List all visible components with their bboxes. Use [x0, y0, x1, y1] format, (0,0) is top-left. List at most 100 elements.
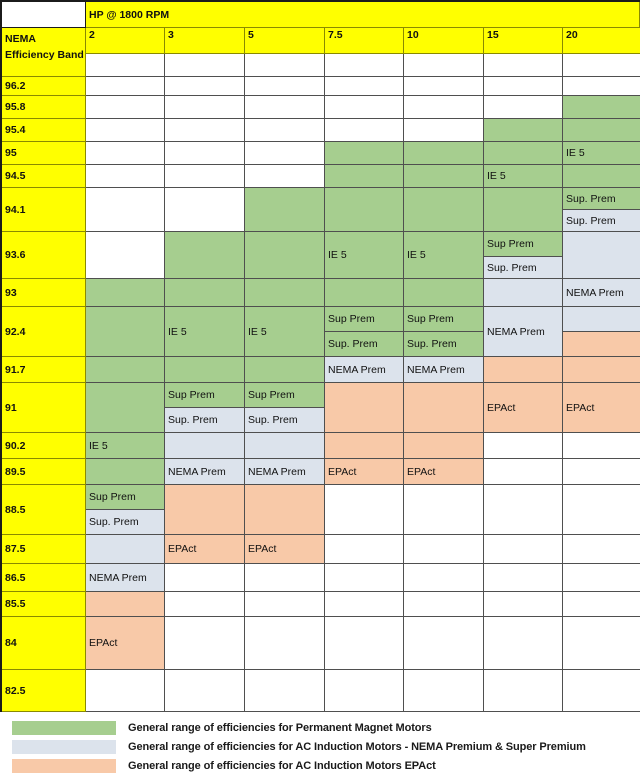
band-cell-green-ie-5[interactable]: IE 5: [165, 307, 245, 357]
band-cell-green-sup-prem[interactable]: Sup Prem: [325, 307, 404, 332]
band-cell-green[interactable]: [484, 119, 563, 142]
band-cell-green[interactable]: [404, 142, 484, 165]
band-cell-orange-epact[interactable]: EPAct: [165, 535, 245, 564]
band-cell-blue-sup-prem[interactable]: Sup. Prem: [165, 408, 245, 433]
row-header-84[interactable]: 84: [2, 617, 86, 670]
band-cell-green-sup-prem[interactable]: Sup Prem: [86, 485, 165, 510]
band-cell-blue-sup-prem[interactable]: Sup. Prem: [245, 408, 325, 433]
band-cell-green-ie-5[interactable]: IE 5: [563, 142, 640, 165]
band-cell-green[interactable]: [404, 188, 484, 232]
band-cell-blue-nema-prem[interactable]: NEMA Prem: [563, 279, 640, 307]
column-header-20[interactable]: 20: [563, 28, 640, 54]
row-header-91[interactable]: 91: [2, 383, 86, 433]
band-cell-blue-nema-prem[interactable]: NEMA Prem: [86, 564, 165, 592]
row-header-86.5[interactable]: 86.5: [2, 564, 86, 592]
band-cell-green[interactable]: [563, 119, 640, 142]
row-header-87.5[interactable]: 87.5: [2, 535, 86, 564]
band-cell-green[interactable]: [484, 188, 563, 232]
column-header-10[interactable]: 10: [404, 28, 484, 54]
row-header-93.6[interactable]: 93.6: [2, 232, 86, 279]
column-header-7.5[interactable]: 7.5: [325, 28, 404, 54]
band-cell-blue-sup-prem[interactable]: Sup. Prem: [86, 510, 165, 535]
band-cell-green[interactable]: [563, 96, 640, 119]
row-header-94.1[interactable]: 94.1: [2, 188, 86, 232]
band-cell-orange[interactable]: [86, 592, 165, 617]
row-header-95.4[interactable]: 95.4: [2, 119, 86, 142]
row-header-95[interactable]: 95: [2, 142, 86, 165]
band-cell-blue[interactable]: [563, 307, 640, 332]
band-cell-green[interactable]: [245, 188, 325, 232]
band-cell-orange[interactable]: [484, 357, 563, 383]
band-cell-orange-epact[interactable]: EPAct: [563, 383, 640, 433]
band-cell-green[interactable]: [165, 232, 245, 279]
band-cell-blue-nema-prem[interactable]: NEMA Prem: [484, 307, 563, 357]
column-header-3[interactable]: 3: [165, 28, 245, 54]
band-cell-green[interactable]: [245, 357, 325, 383]
band-cell-green[interactable]: [165, 357, 245, 383]
row-header-82.5[interactable]: 82.5: [2, 670, 86, 712]
column-header-5[interactable]: 5: [245, 28, 325, 54]
band-cell-green[interactable]: [86, 307, 165, 357]
band-cell-green[interactable]: [165, 279, 245, 307]
band-cell-orange[interactable]: [245, 485, 325, 535]
band-cell-green-ie-5[interactable]: IE 5: [325, 232, 404, 279]
band-cell-orange[interactable]: [325, 433, 404, 459]
band-cell-blue-nema-prem[interactable]: NEMA Prem: [325, 357, 404, 383]
band-cell-orange-epact[interactable]: EPAct: [245, 535, 325, 564]
band-cell-green-ie-5[interactable]: IE 5: [484, 165, 563, 188]
band-cell-blue[interactable]: [245, 433, 325, 459]
band-cell-orange[interactable]: [165, 485, 245, 535]
band-cell-green[interactable]: [404, 279, 484, 307]
band-cell-green-sup-prem[interactable]: Sup Prem: [404, 307, 484, 332]
row-header-90.2[interactable]: 90.2: [2, 433, 86, 459]
band-cell-green[interactable]: [86, 279, 165, 307]
band-cell-orange[interactable]: [404, 433, 484, 459]
band-cell-orange[interactable]: [563, 357, 640, 383]
band-cell-orange[interactable]: [404, 383, 484, 433]
band-cell-green-ie-5[interactable]: IE 5: [404, 232, 484, 279]
band-cell-blue-nema-prem[interactable]: NEMA Prem: [245, 459, 325, 485]
band-cell-blue-sup-prem[interactable]: Sup. Prem: [484, 257, 563, 279]
band-cell-green-sup-prem[interactable]: Sup Prem: [165, 383, 245, 408]
band-cell-blue[interactable]: [86, 535, 165, 564]
row-header-91.7[interactable]: 91.7: [2, 357, 86, 383]
band-cell-orange-epact[interactable]: EPAct: [484, 383, 563, 433]
band-cell-blue-nema-prem[interactable]: NEMA Prem: [404, 357, 484, 383]
band-cell-orange[interactable]: [325, 383, 404, 433]
band-cell-green[interactable]: [245, 232, 325, 279]
band-cell-blue-sup-prem[interactable]: Sup. Prem: [563, 210, 640, 232]
band-cell-green[interactable]: [86, 383, 165, 433]
band-cell-green[interactable]: [86, 357, 165, 383]
band-cell-green-sup-prem[interactable]: Sup Prem: [484, 232, 563, 257]
band-cell-green[interactable]: [563, 165, 640, 188]
row-header-93[interactable]: 93: [2, 279, 86, 307]
band-cell-green-sup-prem[interactable]: Sup. Prem: [325, 332, 404, 357]
band-cell-blue[interactable]: [563, 232, 640, 279]
band-cell-orange-epact[interactable]: EPAct: [86, 617, 165, 670]
row-header-92.4[interactable]: 92.4: [2, 307, 86, 357]
column-header-2[interactable]: 2: [86, 28, 165, 54]
band-cell-blue[interactable]: [165, 433, 245, 459]
band-cell-green-sup-prem[interactable]: Sup. Prem: [404, 332, 484, 357]
band-cell-green-sup-prem[interactable]: Sup. Prem: [563, 188, 640, 210]
band-cell-orange-epact[interactable]: EPAct: [325, 459, 404, 485]
row-header-95.8[interactable]: 95.8: [2, 96, 86, 119]
band-cell-green-sup-prem[interactable]: Sup Prem: [245, 383, 325, 408]
band-cell-green[interactable]: [404, 165, 484, 188]
band-cell-green-ie-5[interactable]: IE 5: [245, 307, 325, 357]
row-header-88.5[interactable]: 88.5: [2, 485, 86, 535]
band-cell-green[interactable]: [484, 142, 563, 165]
band-cell-blue-nema-prem[interactable]: NEMA Prem: [165, 459, 245, 485]
band-cell-green[interactable]: [325, 188, 404, 232]
row-header-89.5[interactable]: 89.5: [2, 459, 86, 485]
band-cell-orange-epact[interactable]: EPAct: [404, 459, 484, 485]
band-cell-green[interactable]: [325, 142, 404, 165]
row-header-96.2[interactable]: 96.2: [2, 77, 86, 96]
row-header-94.5[interactable]: 94.5: [2, 165, 86, 188]
band-cell-blue[interactable]: [484, 279, 563, 307]
band-cell-orange[interactable]: [563, 332, 640, 357]
band-cell-green[interactable]: [245, 279, 325, 307]
column-header-15[interactable]: 15: [484, 28, 563, 54]
band-cell-green[interactable]: [325, 165, 404, 188]
row-header-85.5[interactable]: 85.5: [2, 592, 86, 617]
